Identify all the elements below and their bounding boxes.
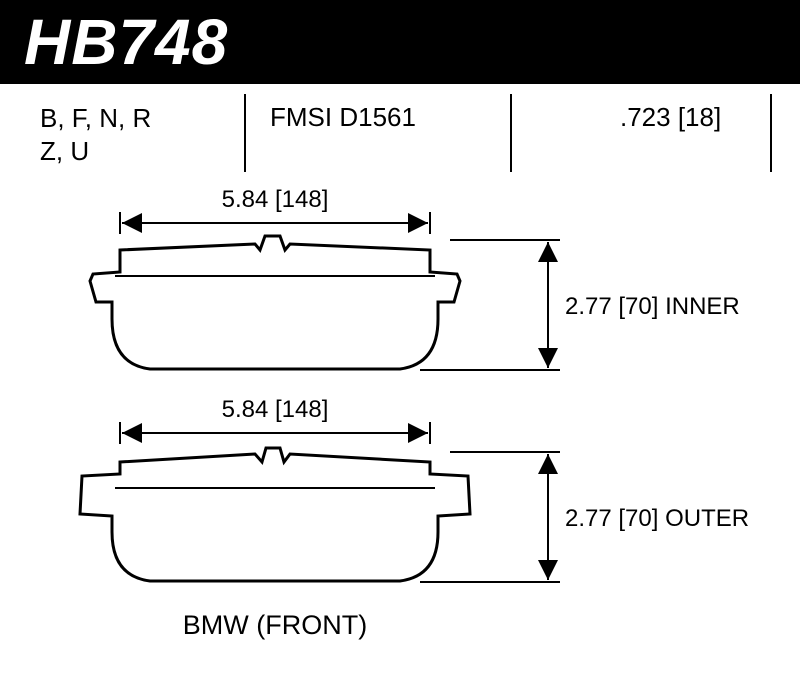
diagram-area: 5.84 [148] 2.77 [70] INNER 5.84 [148] bbox=[0, 174, 800, 674]
compounds-line1: B, F, N, R bbox=[40, 102, 151, 135]
content-area: B, F, N, R Z, U FMSI D1561 .723 [18] bbox=[0, 84, 800, 691]
inner-width-dim: 5.84 [148] bbox=[222, 186, 329, 213]
outer-pad-group: 5.84 [148] 2.77 [70] OUTER bbox=[80, 396, 749, 582]
separator-3 bbox=[770, 94, 772, 172]
fmsi-label: FMSI D1561 bbox=[270, 102, 416, 133]
outer-height-dim: 2.77 [70] OUTER bbox=[565, 505, 749, 532]
inner-height-dim: 2.77 [70] INNER bbox=[565, 293, 740, 320]
compounds-column: B, F, N, R Z, U bbox=[40, 102, 151, 167]
info-row: B, F, N, R Z, U FMSI D1561 .723 [18] bbox=[0, 94, 800, 174]
thickness-label: .723 [18] bbox=[620, 102, 721, 133]
separator-1 bbox=[244, 94, 246, 172]
brake-pad-diagram: 5.84 [148] 2.77 [70] INNER 5.84 [148] bbox=[0, 174, 800, 674]
part-number: HB748 bbox=[24, 5, 228, 79]
separator-2 bbox=[510, 94, 512, 172]
inner-pad-group: 5.84 [148] 2.77 [70] INNER bbox=[90, 186, 740, 370]
outer-width-dim: 5.84 [148] bbox=[222, 396, 329, 423]
compounds-line2: Z, U bbox=[40, 135, 151, 168]
header-bar: HB748 bbox=[0, 0, 800, 84]
application-label: BMW (FRONT) bbox=[183, 610, 367, 640]
